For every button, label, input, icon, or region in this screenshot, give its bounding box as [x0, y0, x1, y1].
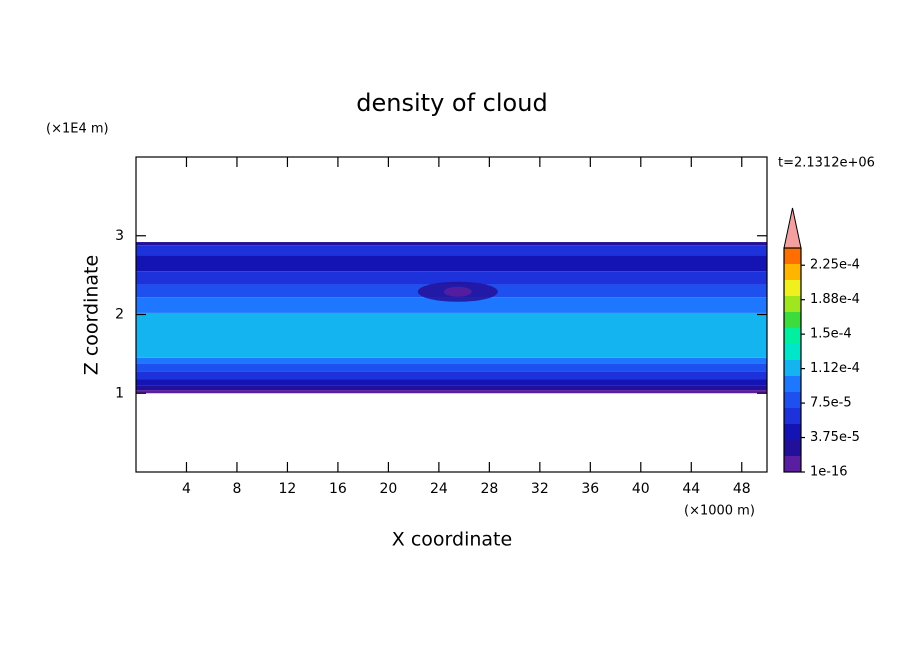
x-tick-label: 40 — [632, 481, 650, 497]
x-tick-label: 36 — [581, 481, 599, 497]
colorbar-swatch — [784, 440, 801, 456]
colorbar-swatch — [784, 264, 801, 280]
colorbar-swatch — [784, 312, 801, 328]
y-tick-label: 1 — [115, 385, 124, 401]
y-tick-label: 3 — [115, 228, 124, 244]
x-tick-label: 24 — [430, 481, 448, 497]
x-tick-label: 48 — [733, 481, 751, 497]
colorbar-swatch — [784, 248, 801, 264]
contour-band — [136, 371, 767, 380]
colorbar-label: 1.5e-4 — [810, 327, 852, 342]
x-tick-label: 12 — [279, 481, 297, 497]
x-tick-label: 8 — [232, 481, 241, 497]
y-unit: (×1E4 m) — [46, 122, 109, 137]
x-tick-label: 16 — [329, 481, 347, 497]
contour-band — [136, 245, 767, 256]
colorbar-frame — [783, 247, 802, 473]
eddy — [443, 286, 472, 297]
contour-band — [136, 312, 767, 358]
colorbar-label: 2.25e-4 — [810, 258, 860, 273]
contour-band — [136, 357, 767, 364]
contour-band — [136, 385, 767, 391]
colorbar-label: 1.88e-4 — [810, 292, 860, 307]
x-tick-label: 32 — [531, 481, 549, 497]
time-label: t=2.1312e+06 — [778, 156, 875, 171]
contour-band — [136, 255, 767, 272]
x-axis-label: X coordinate — [392, 529, 512, 551]
contour-band — [136, 363, 767, 372]
colorbar-swatch — [784, 424, 801, 440]
colorbar-swatch — [784, 360, 801, 376]
y-axis-label: Z coordinate — [81, 255, 103, 375]
contour-band — [136, 242, 767, 246]
colorbar-label: 1.12e-4 — [810, 361, 860, 376]
x-tick-label: 28 — [480, 481, 498, 497]
chart-title: density of cloud — [356, 89, 547, 117]
y-tick-label: 2 — [115, 307, 124, 323]
colorbar-swatch — [784, 408, 801, 424]
colorbar-swatch — [784, 392, 801, 408]
colorbar-swatch — [784, 328, 801, 344]
colorbar-label: 1e-16 — [810, 465, 848, 480]
contour-band — [136, 297, 767, 313]
contour-band — [136, 390, 767, 394]
colorbar-label: 7.5e-5 — [810, 396, 852, 411]
x-tick-label: 20 — [379, 481, 397, 497]
contour-band — [136, 271, 767, 285]
contour-band — [136, 379, 767, 386]
colorbar-label: 3.75e-5 — [810, 430, 860, 445]
colorbar-swatch — [784, 296, 801, 312]
colorbar-extend — [783, 207, 802, 249]
x-unit: (×1000 m) — [684, 504, 755, 519]
colorbar-swatch — [784, 280, 801, 296]
colorbar-swatch — [784, 456, 801, 472]
colorbar-swatch — [784, 376, 801, 392]
x-tick-label: 4 — [182, 481, 191, 497]
x-tick-label: 44 — [682, 481, 700, 497]
colorbar-swatch — [784, 344, 801, 360]
